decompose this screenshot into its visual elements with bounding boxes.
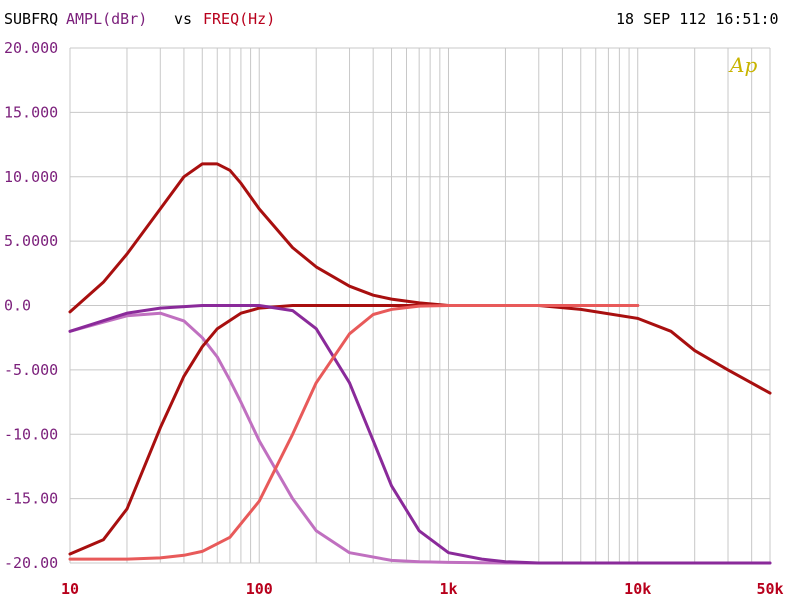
- header-ampl: AMPL(dBr): [66, 10, 148, 28]
- chart-header: SUBFRQ AMPL(dBr) vs FREQ(Hz) 18 SEP 112 …: [0, 0, 800, 36]
- x-tick-label: 10: [61, 580, 79, 598]
- y-tick-label: 0.0: [4, 297, 31, 315]
- header-freq: FREQ(Hz): [203, 10, 276, 28]
- ap-logo: Ap: [728, 53, 757, 77]
- series-line-4: [68, 304, 772, 565]
- x-tick-label: 100: [246, 580, 273, 598]
- y-tick-label: 5.0000: [4, 232, 58, 250]
- series-line-1: [68, 162, 772, 395]
- series-line-2: [68, 311, 772, 565]
- y-tick-label: -15.00: [4, 490, 58, 508]
- header-timestamp: 18 SEP 112 16:51:0: [616, 10, 779, 28]
- x-tick-label: 1k: [439, 580, 457, 598]
- y-tick-label: -20.00: [4, 554, 58, 572]
- tick-labels: 20.000 15.000 10.000 5.0000 0.0 -5.000 -10.00 -…: [4, 39, 784, 598]
- series-line-5: [68, 304, 640, 561]
- y-tick-label: -5.000: [4, 361, 58, 379]
- series-line-3: [68, 304, 640, 556]
- series-layer: [68, 162, 772, 565]
- header-subfrq: SUBFRQ: [4, 10, 59, 28]
- y-tick-label: 20.000: [4, 39, 58, 57]
- y-tick-label: 10.000: [4, 168, 58, 186]
- x-tick-label: 50k: [756, 580, 783, 598]
- header-vs: vs: [174, 10, 193, 28]
- y-tick-label: -10.00: [4, 425, 58, 443]
- y-tick-label: 15.000: [4, 103, 58, 121]
- x-tick-label: 10k: [624, 580, 651, 598]
